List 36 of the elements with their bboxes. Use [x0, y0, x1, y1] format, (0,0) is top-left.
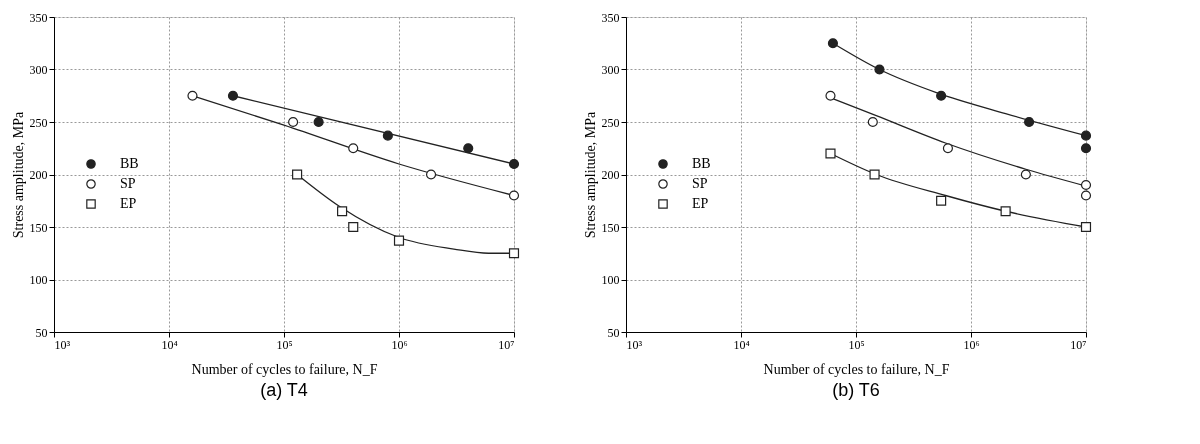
x-tick-label: 10⁵ — [848, 337, 865, 352]
y-tick-label: 100 — [29, 273, 48, 287]
y-tick-label: 50 — [607, 325, 620, 340]
y-tick-label: 150 — [29, 220, 48, 235]
x-tick-label: 10⁴ — [161, 337, 178, 352]
y-tick-label: 300 — [601, 63, 620, 77]
legend-label: EP — [692, 196, 709, 211]
y-tick-label: 50 — [35, 325, 48, 340]
x-tick-label: 10³ — [54, 337, 71, 352]
y-tick-label: 250 — [601, 115, 620, 130]
y-axis-title: Stress amplitude, MPa — [10, 111, 26, 239]
y-tick-label: 300 — [29, 63, 48, 77]
y-tick-label: 200 — [29, 168, 48, 182]
x-axis-title: Number of cycles to failure, N_F — [763, 361, 950, 377]
y-tick-label: 200 — [601, 168, 620, 182]
x-tick-label: 10⁷ — [498, 337, 515, 352]
x-tick-label: 10⁷ — [1070, 337, 1087, 352]
x-tick-label: 10⁶ — [963, 337, 980, 352]
legend-label: SP — [692, 176, 708, 191]
y-tick-label: 350 — [601, 10, 620, 25]
x-tick-label: 10³ — [626, 337, 643, 352]
legend-label: BB — [120, 156, 139, 171]
x-axis-title: Number of cycles to failure, N_F — [191, 361, 378, 377]
legend-label: BB — [692, 156, 711, 171]
text: (b) T6 — [832, 380, 880, 400]
y-axis-title: Stress amplitude, MPa — [582, 111, 598, 239]
x-tick-label: 10⁶ — [391, 337, 408, 352]
legend-label: SP — [120, 176, 136, 191]
text: (a) T4 — [260, 380, 308, 400]
y-tick-label: 100 — [601, 273, 620, 287]
y-tick-label: 150 — [601, 220, 620, 235]
x-tick-label: 10⁴ — [733, 337, 750, 352]
y-tick-label: 250 — [29, 115, 48, 130]
x-tick-label: 10⁵ — [276, 337, 293, 352]
y-tick-label: 350 — [29, 10, 48, 25]
legend-label: EP — [120, 196, 137, 211]
